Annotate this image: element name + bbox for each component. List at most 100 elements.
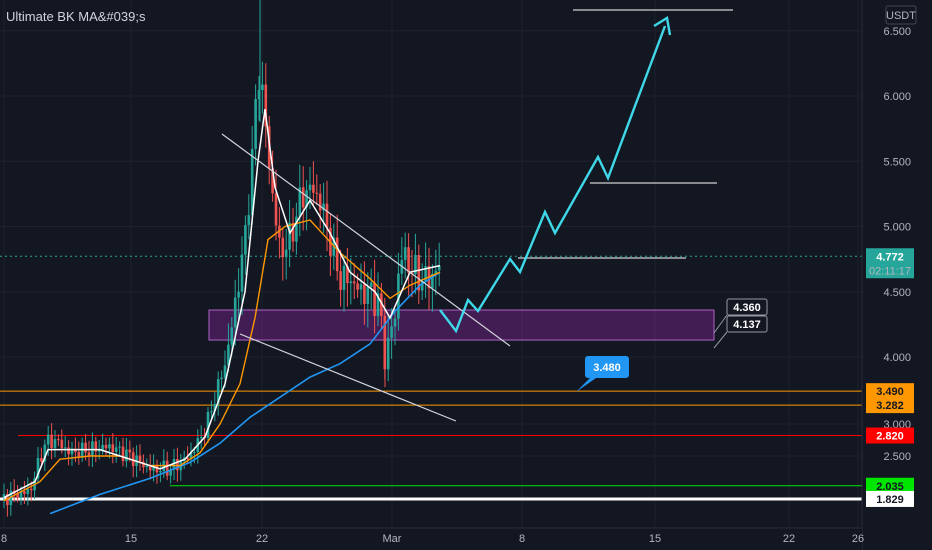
candle-body — [19, 491, 23, 498]
candle-body — [101, 444, 104, 451]
candle-body — [67, 447, 70, 455]
candle-body — [346, 265, 349, 284]
level-tag-3 — [866, 477, 914, 494]
price-tick-label: 6.500 — [883, 26, 911, 38]
callout-box-3480 — [585, 356, 629, 378]
candle-body — [145, 465, 149, 468]
callout-box-4360 — [726, 298, 768, 316]
price-tick-label: 4.500 — [883, 287, 911, 299]
projection-line — [439, 25, 667, 334]
last-price-label: 4.772 — [876, 251, 904, 263]
time-tick-label: 22 — [783, 533, 795, 545]
level-tag-4 — [866, 490, 914, 507]
candle-body — [152, 464, 155, 471]
candle-body — [50, 434, 53, 448]
price-tick-label: 6.000 — [883, 91, 911, 103]
time-tick-label: Mar — [383, 533, 402, 545]
candle-body — [46, 434, 50, 445]
candle-body — [366, 286, 370, 304]
candle-body — [298, 187, 302, 217]
candle-body — [352, 281, 356, 284]
candle-body — [193, 452, 196, 454]
candle-body — [186, 457, 189, 460]
candle-body — [142, 461, 145, 468]
candle-body — [261, 84, 264, 91]
candle-body — [23, 491, 26, 494]
candle-body — [63, 447, 67, 449]
time-tick-label: 8 — [1, 533, 7, 545]
candle-body — [40, 458, 43, 462]
candle-body — [108, 444, 111, 449]
candle-body — [417, 255, 421, 291]
candle-body — [128, 449, 132, 453]
candle-body — [390, 326, 393, 338]
upper-trendline — [221, 133, 511, 347]
candle-body — [16, 494, 19, 498]
candle-body — [437, 265, 441, 271]
candle-body — [342, 265, 346, 290]
callout-label-4360: 4.360 — [733, 302, 761, 314]
candle-body — [220, 377, 223, 380]
time-axis[interactable]: 8 15 22 Mar 8 15 22 26 — [0, 527, 864, 550]
candle-body — [301, 187, 305, 208]
candle-body — [305, 190, 308, 208]
candle-body — [363, 284, 366, 304]
candle-body — [94, 441, 98, 452]
projection-path — [439, 16, 672, 334]
candle-body — [257, 90, 261, 100]
candle-body — [397, 273, 400, 319]
candle-body — [118, 446, 121, 448]
candle-body — [169, 469, 172, 476]
level-tag-label-3: 2.035 — [876, 481, 904, 493]
candle-body — [227, 344, 230, 366]
candle-body — [308, 184, 312, 191]
candle-body — [335, 237, 339, 272]
candle-body — [240, 254, 244, 292]
candle-body — [210, 411, 213, 413]
candle-body — [434, 270, 438, 274]
candle-body — [97, 450, 101, 452]
candle-body — [199, 436, 203, 439]
time-tick-label: 15 — [125, 533, 137, 545]
time-axis-bg — [0, 528, 862, 550]
candle-body — [356, 283, 359, 290]
callout-pointer — [576, 378, 596, 392]
candle-body — [325, 203, 329, 228]
candle-body — [2, 494, 6, 498]
ma-white-line — [3, 108, 441, 499]
level-tag-2 — [866, 427, 914, 444]
candle-body — [271, 168, 274, 194]
candle-body — [43, 444, 47, 462]
callout-label-3480: 3.480 — [593, 362, 621, 374]
trend-drawings — [221, 9, 733, 422]
callout-box-4137 — [726, 315, 768, 333]
candle-body — [176, 459, 179, 471]
candle-body — [87, 452, 91, 456]
candle-body — [431, 273, 434, 289]
last-price-tag — [866, 248, 914, 279]
price-tick-label: 2.500 — [883, 451, 911, 463]
candle-body — [407, 247, 410, 273]
indicator-title[interactable]: Ultimate BK MA&#039;s — [6, 9, 146, 24]
price-axis[interactable]: USDT2.5003.0004.0004.5005.0005.5006.0006… — [861, 0, 932, 550]
candle-body — [281, 237, 285, 258]
candle-body — [376, 293, 380, 316]
candle-body — [414, 255, 417, 275]
candle-body — [26, 488, 30, 494]
candle-body — [70, 448, 74, 455]
candle-body — [159, 471, 162, 473]
candle-body — [254, 99, 257, 149]
candle-body — [403, 247, 407, 261]
time-tick-label: 26 — [852, 533, 864, 545]
level-tag-0 — [866, 383, 914, 400]
candle-body — [393, 318, 397, 327]
candle-body — [216, 379, 220, 404]
candle-body — [359, 284, 363, 290]
candle-body — [284, 249, 288, 258]
candle-body — [315, 192, 319, 194]
candle-body — [77, 452, 81, 458]
candle-body — [386, 337, 390, 370]
candle-body — [125, 449, 128, 462]
candle-body — [104, 444, 108, 449]
